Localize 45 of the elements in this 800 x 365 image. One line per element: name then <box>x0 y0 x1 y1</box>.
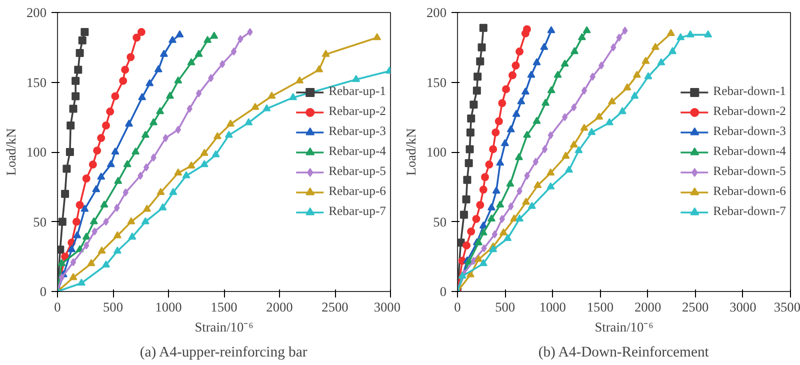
x-tick-label: 2500 <box>682 300 710 314</box>
y-tick-label: 100 <box>26 144 47 160</box>
x-tick-label: 2000 <box>266 300 294 314</box>
legend-label: Rebar-up-6 <box>328 184 386 199</box>
x-tick-label: 0 <box>454 300 462 314</box>
x-tick-label: 1500 <box>210 300 238 314</box>
legend-label: Rebar-down-7 <box>713 204 786 219</box>
y-axis-title: Load/kN <box>4 128 19 176</box>
legend-label: Rebar-down-4 <box>713 144 786 159</box>
y-tick-label: 150 <box>426 74 447 90</box>
legend-label: Rebar-down-3 <box>713 124 786 139</box>
legend-label: Rebar-down-2 <box>713 104 786 119</box>
x-tick-label: 2500 <box>322 300 349 314</box>
legend-label: Rebar-down-1 <box>713 84 786 99</box>
legend-label: Rebar-up-7 <box>328 204 386 219</box>
legend-label: Rebar-down-6 <box>713 184 786 199</box>
y-tick-label: 150 <box>26 74 47 90</box>
legend-label: Rebar-up-3 <box>328 124 386 139</box>
y-tick-label: 200 <box>26 5 47 20</box>
y-tick-label: 100 <box>426 144 447 160</box>
y-tick-label: 50 <box>433 214 447 230</box>
x-axis-title: Strain/10⁻⁶ <box>194 320 254 334</box>
x-tick-label: 3000 <box>374 300 401 314</box>
text: (b) A4-Down-Reinforcement <box>538 344 709 360</box>
legend-label: Rebar-down-5 <box>713 164 786 179</box>
legend-label: Rebar-up-1 <box>328 84 386 99</box>
legend-label: Rebar-up-4 <box>328 144 386 159</box>
y-tick-label: 0 <box>40 284 47 299</box>
y-tick-label: 200 <box>426 5 447 20</box>
x-tick-label: 0 <box>54 300 62 314</box>
x-tick-label: 1000 <box>155 300 182 314</box>
x-axis-title: Strain/10⁻⁶ <box>594 320 654 334</box>
y-tick-label: 0 <box>440 284 447 299</box>
y-axis-title: Load/kN <box>404 128 419 176</box>
legend-label: Rebar-up-2 <box>328 104 386 119</box>
text: (a) A4-upper-reinforcing bar <box>140 344 308 360</box>
x-tick-label: 1000 <box>539 300 566 314</box>
y-tick-label: 50 <box>33 214 47 230</box>
x-tick-label: 500 <box>103 300 124 314</box>
x-tick-label: 2000 <box>634 300 662 314</box>
x-tick-label: 3500 <box>774 300 800 314</box>
x-tick-label: 500 <box>495 300 516 314</box>
x-tick-label: 1500 <box>586 300 614 314</box>
x-tick-label: 3000 <box>730 300 757 314</box>
legend-label: Rebar-up-5 <box>328 164 386 179</box>
